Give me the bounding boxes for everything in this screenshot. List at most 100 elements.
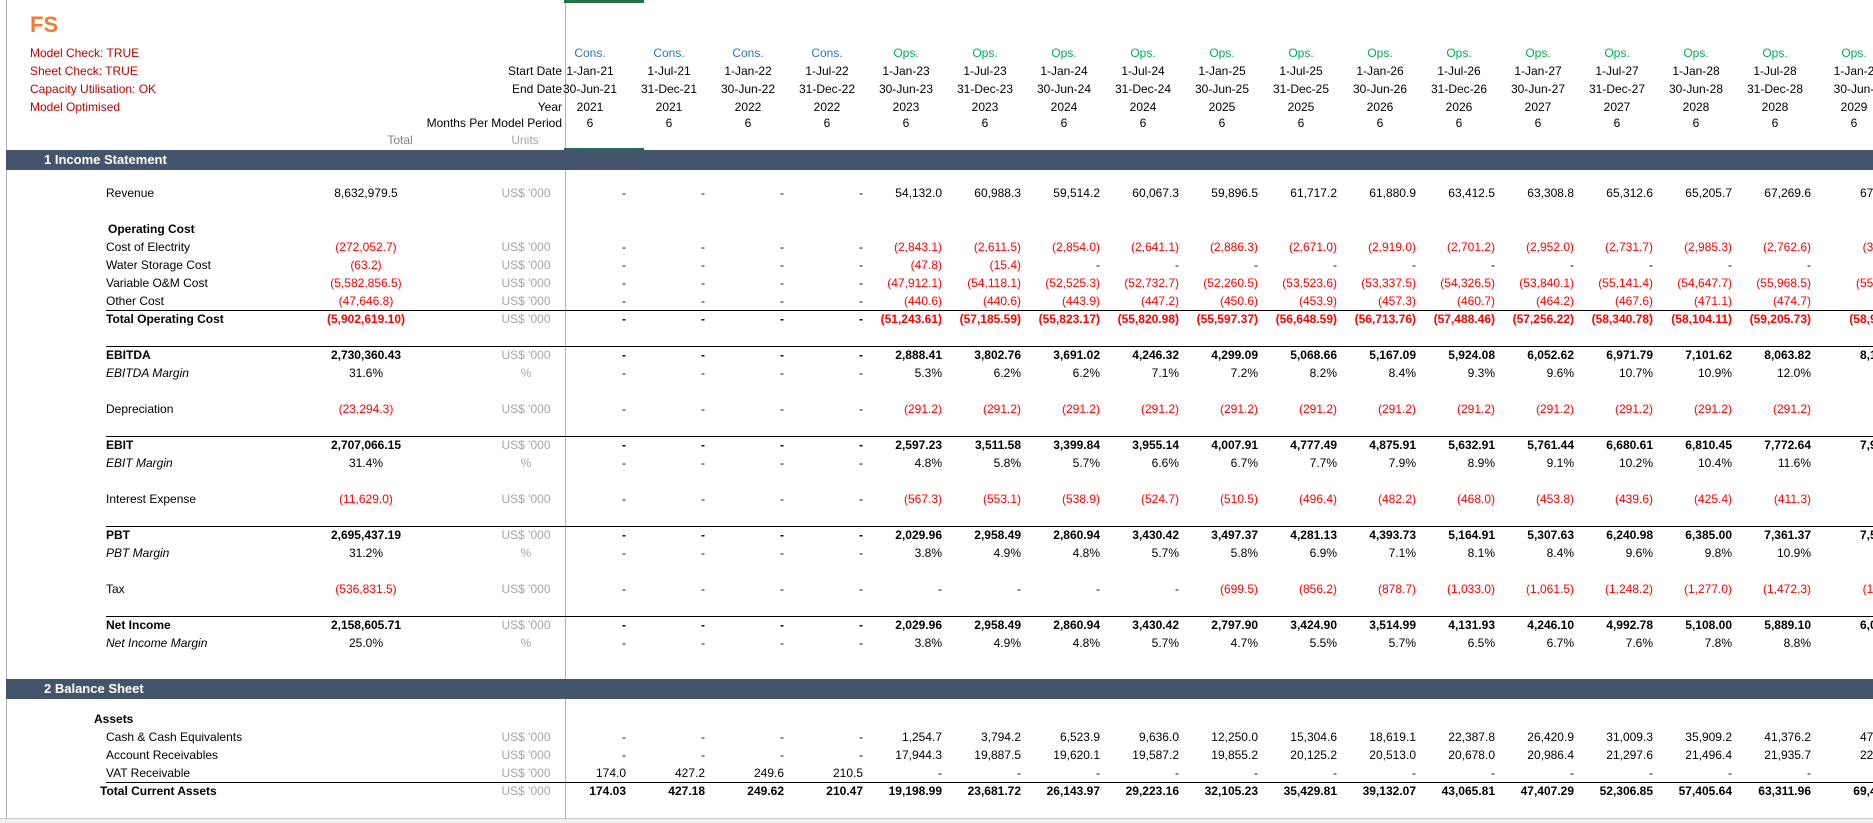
row-total-tax[interactable]: (536,831.5): [335, 582, 397, 596]
cell-ebit-margin-2[interactable]: -: [780, 456, 784, 470]
row-unit-ebit-margin[interactable]: %: [520, 456, 532, 470]
cell-electricity-9[interactable]: (2,671.0): [1288, 240, 1337, 254]
row-label-ebit[interactable]: EBIT: [106, 438, 134, 452]
cell-ebit-10[interactable]: 4,875.91: [1369, 438, 1416, 452]
cell-water-16[interactable]: -: [1810, 258, 1873, 272]
cell-totalcurrent-8[interactable]: 32,105.23: [1204, 784, 1258, 798]
period-end-14[interactable]: 30-Jun-28: [1668, 82, 1724, 96]
period-start-9[interactable]: 1-Jul-25: [1279, 64, 1323, 78]
cell-depreciation-14[interactable]: (291.2): [1693, 402, 1732, 416]
cell-ebit-margin-5[interactable]: 5.8%: [993, 456, 1021, 470]
cell-variable-13[interactable]: (55,141.4): [1598, 276, 1653, 290]
cell-netincome-15[interactable]: 5,889.10: [1764, 618, 1811, 632]
cell-ebit-16[interactable]: 7,903: [1859, 438, 1873, 452]
cell-interest-10[interactable]: (482.2): [1377, 492, 1416, 506]
cell-netincome-5[interactable]: 2,958.49: [974, 618, 1021, 632]
cell-other-10[interactable]: (457.3): [1377, 294, 1416, 308]
cell-pbt-margin-7[interactable]: 5.7%: [1151, 546, 1179, 560]
cell-pbt-margin-5[interactable]: 4.9%: [993, 546, 1021, 560]
cell-ebitda-7[interactable]: 4,246.32: [1132, 348, 1179, 362]
cell-totalopcost-16[interactable]: (58,964: [1849, 312, 1873, 326]
cell-vat-3[interactable]: 210.5: [832, 766, 863, 780]
period-start-13[interactable]: 1-Jul-27: [1595, 64, 1639, 78]
cell-receivables-6[interactable]: 19,620.1: [1053, 748, 1100, 762]
cell-ebit-8[interactable]: 4,007.91: [1211, 438, 1258, 452]
cell-receivables-1[interactable]: -: [701, 748, 705, 762]
cell-revenue-15[interactable]: 67,269.6: [1764, 186, 1811, 200]
row-unit-totalopcost[interactable]: US$ '000: [501, 312, 551, 326]
cell-netincome-1[interactable]: -: [701, 618, 705, 632]
cell-pbt-margin-0[interactable]: -: [622, 546, 626, 560]
cell-ebit-margin-7[interactable]: 6.6%: [1151, 456, 1179, 470]
cell-cash-2[interactable]: -: [780, 730, 784, 744]
cell-variable-2[interactable]: -: [780, 276, 784, 290]
period-year-2[interactable]: 2022: [734, 100, 762, 114]
cell-ebit-margin-6[interactable]: 5.7%: [1072, 456, 1100, 470]
cell-variable-11[interactable]: (54,326.5): [1440, 276, 1495, 290]
cell-receivables-0[interactable]: -: [622, 748, 626, 762]
cell-netincome-11[interactable]: 4,131.93: [1448, 618, 1495, 632]
cell-pbt-margin-3[interactable]: -: [859, 546, 863, 560]
period-months-16[interactable]: 6: [1850, 116, 1858, 130]
period-type-2[interactable]: Cons.: [732, 46, 764, 60]
cell-netincome-0[interactable]: -: [622, 618, 626, 632]
cell-variable-0[interactable]: -: [622, 276, 626, 290]
cell-cash-10[interactable]: 18,619.1: [1369, 730, 1416, 744]
cell-tax-12[interactable]: (1,061.5): [1525, 582, 1574, 596]
period-start-3[interactable]: 1-Jul-22: [805, 64, 849, 78]
cell-tax-16[interactable]: (1,50: [1862, 582, 1873, 596]
period-type-15[interactable]: Ops.: [1762, 46, 1788, 60]
row-total-water[interactable]: (63.2): [350, 258, 382, 272]
cell-vat-7[interactable]: -: [1175, 766, 1179, 780]
row-unit-ebit[interactable]: US$ '000: [501, 438, 551, 452]
row-unit-vat[interactable]: US$ '000: [501, 766, 551, 780]
cell-vat-16[interactable]: -: [1810, 766, 1873, 780]
cell-ebit-9[interactable]: 4,777.49: [1290, 438, 1337, 452]
row-unit-totalcurrent[interactable]: US$ '000: [501, 784, 551, 798]
row-unit-netincome[interactable]: US$ '000: [501, 618, 551, 632]
cell-depreciation-3[interactable]: -: [859, 402, 863, 416]
cell-ebit-1[interactable]: -: [701, 438, 705, 452]
cell-pbt-margin-9[interactable]: 6.9%: [1309, 546, 1337, 560]
cell-ni-margin-15[interactable]: 8.8%: [1783, 636, 1811, 650]
cell-cash-9[interactable]: 15,304.6: [1290, 730, 1337, 744]
cell-vat-10[interactable]: -: [1412, 766, 1416, 780]
cell-depreciation-16[interactable]: (29: [1810, 402, 1873, 416]
period-months-6[interactable]: 6: [1060, 116, 1068, 130]
row-unit-other[interactable]: US$ '000: [501, 294, 551, 308]
cell-variable-14[interactable]: (54,647.7): [1677, 276, 1732, 290]
cell-pbt-16[interactable]: 7,506: [1859, 528, 1873, 542]
cell-ebitda-9[interactable]: 5,068.66: [1290, 348, 1337, 362]
cell-totalcurrent-0[interactable]: 174.03: [589, 784, 626, 798]
row-label-pbt-margin[interactable]: PBT Margin: [106, 546, 170, 560]
cell-vat-5[interactable]: -: [1017, 766, 1021, 780]
cell-vat-0[interactable]: 174.0: [595, 766, 626, 780]
section-income-statement[interactable]: 1 Income Statement: [6, 150, 1873, 170]
cell-depreciation-7[interactable]: (291.2): [1140, 402, 1179, 416]
row-unit-cash[interactable]: US$ '000: [501, 730, 551, 744]
cell-totalcurrent-7[interactable]: 29,223.16: [1125, 784, 1179, 798]
cell-pbt-15[interactable]: 7,361.37: [1764, 528, 1811, 542]
cell-electricity-7[interactable]: (2,641.1): [1130, 240, 1179, 254]
cell-receivables-13[interactable]: 21,297.6: [1606, 748, 1653, 762]
period-end-1[interactable]: 31-Dec-21: [640, 82, 698, 96]
cell-cash-12[interactable]: 26,420.9: [1527, 730, 1574, 744]
row-total-ebit-margin[interactable]: 31.4%: [348, 456, 384, 470]
cell-water-10[interactable]: -: [1412, 258, 1416, 272]
cell-netincome-12[interactable]: 4,246.10: [1527, 618, 1574, 632]
row-unit-interest[interactable]: US$ '000: [501, 492, 551, 506]
cell-ebitda-5[interactable]: 3,802.76: [974, 348, 1021, 362]
cell-ni-margin-1[interactable]: -: [701, 636, 705, 650]
cell-ebitda-1[interactable]: -: [701, 348, 705, 362]
cell-ebitda-margin-16[interactable]: 12.: [1810, 366, 1873, 380]
row-label-other[interactable]: Other Cost: [106, 294, 165, 308]
cell-interest-1[interactable]: -: [701, 492, 705, 506]
period-start-12[interactable]: 1-Jan-27: [1514, 64, 1562, 78]
cell-electricity-13[interactable]: (2,731.7): [1604, 240, 1653, 254]
cell-totalcurrent-2[interactable]: 249.62: [747, 784, 784, 798]
cell-ebitda-8[interactable]: 4,299.09: [1211, 348, 1258, 362]
cell-vat-15[interactable]: -: [1807, 766, 1811, 780]
cell-cash-13[interactable]: 31,009.3: [1606, 730, 1653, 744]
cell-totalcurrent-11[interactable]: 43,065.81: [1441, 784, 1495, 798]
cell-revenue-6[interactable]: 59,514.2: [1053, 186, 1100, 200]
